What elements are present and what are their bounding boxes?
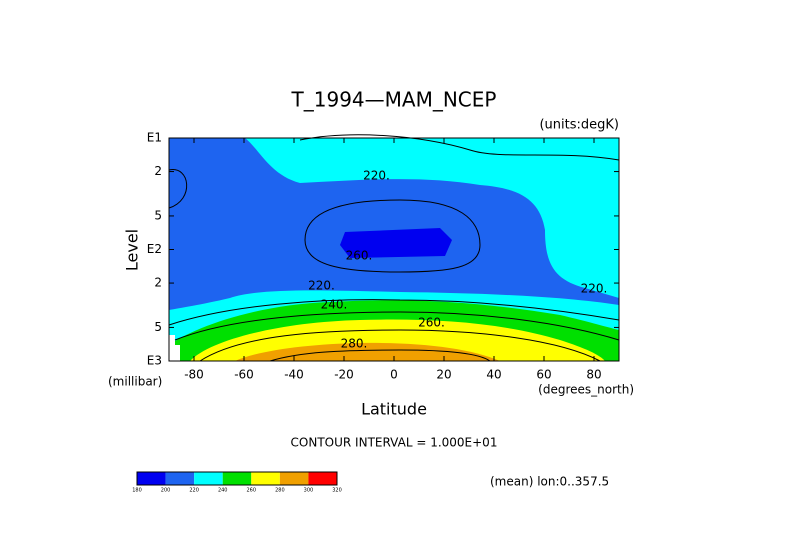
- x-tick-label: 80: [586, 368, 601, 382]
- x-units: (degrees_north): [538, 383, 634, 397]
- colorbar-swatch: [222, 472, 252, 485]
- contour-label: 220.: [308, 278, 335, 292]
- y-axis-label: Level: [123, 229, 142, 271]
- y-tick-label: 2: [154, 164, 162, 178]
- colorbar-swatch: [165, 472, 195, 485]
- y-tick-label: 5: [154, 208, 162, 222]
- contour-label: 260.: [418, 315, 445, 329]
- y-tick-label: E1: [147, 131, 162, 145]
- x-axis-label: Latitude: [361, 400, 427, 419]
- region: [169, 138, 619, 310]
- x-tick-label: -20: [334, 368, 354, 382]
- contour-interval: CONTOUR INTERVAL = 1.000E+01: [291, 436, 498, 450]
- contour-label: 220.: [363, 169, 390, 183]
- colorbar-label: 200: [161, 488, 171, 494]
- footer: (mean) lon:0..357.5: [490, 475, 609, 489]
- contour-label: 260.: [346, 248, 373, 262]
- contour-line: [199, 329, 601, 362]
- colorbar-label: 280: [275, 488, 285, 494]
- contour-line: [174, 311, 620, 341]
- colorbar-label: 220: [189, 488, 199, 494]
- units: (units:degK): [539, 118, 619, 133]
- x-tick-label: 60: [536, 368, 551, 382]
- contour-label: 240.: [321, 298, 348, 312]
- contour-label: 220.: [581, 281, 608, 295]
- chart-title: T_1994—MAM_NCEP: [291, 88, 497, 112]
- x-tick-label: -60: [234, 368, 254, 382]
- x-tick-label: 20: [436, 368, 451, 382]
- colorbar-swatch: [279, 472, 309, 485]
- x-tick-label: -80: [184, 368, 204, 382]
- colorbar-label: 180: [132, 488, 142, 494]
- colorbar-label: 260: [247, 488, 257, 494]
- region: [340, 228, 452, 258]
- contour-line: [168, 169, 188, 209]
- colorbar-swatch: [308, 472, 337, 485]
- x-tick-label: 0: [390, 368, 398, 382]
- x-tick-label: -40: [284, 368, 304, 382]
- contour-line: [168, 299, 620, 326]
- colorbar-label: 300: [304, 488, 314, 494]
- region: [235, 342, 500, 361]
- contour-line: [304, 199, 481, 273]
- y-tick-label: 2: [154, 276, 162, 290]
- colorbar-frame: [136, 471, 338, 486]
- colorbar-swatch: [137, 472, 166, 485]
- colorbar-label: 240: [218, 488, 228, 494]
- y-tick-label: E2: [147, 242, 162, 256]
- contour-label: 280.: [341, 337, 368, 351]
- contour-field: [168, 134, 620, 362]
- contour-line: [269, 349, 491, 362]
- y-tick-label: E3: [147, 354, 162, 368]
- colorbar-swatch: [251, 472, 280, 485]
- y-tick-label: 5: [154, 320, 162, 334]
- missing-data: [169, 335, 180, 361]
- colorbar-label: 320: [332, 488, 342, 494]
- x-tick-label: 40: [486, 368, 501, 382]
- y-units: (millibar): [108, 375, 162, 389]
- colorbar-swatch: [194, 472, 223, 485]
- contour-line: [299, 134, 620, 161]
